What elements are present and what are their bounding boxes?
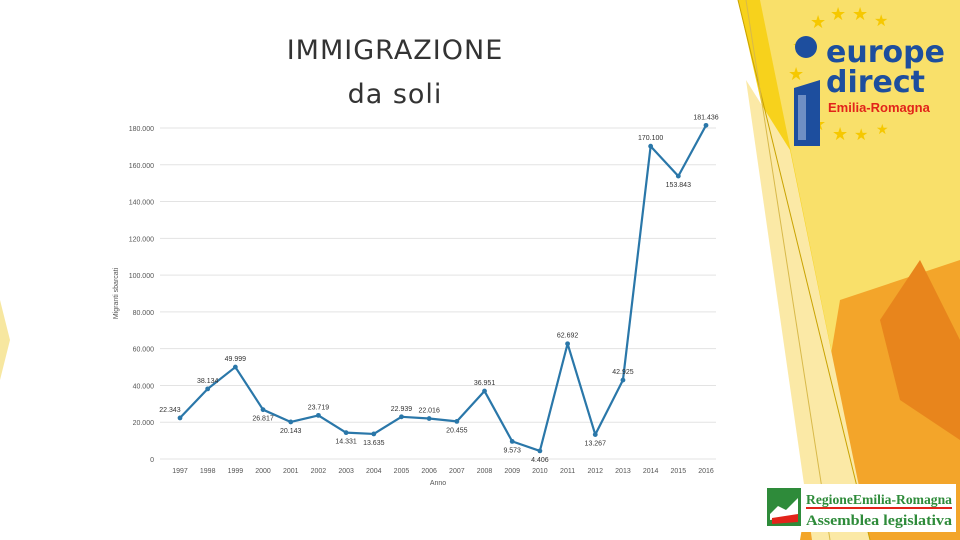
y-tick-label: 120.000 [129,236,154,243]
data-label: 22.939 [391,406,413,413]
data-point [648,143,654,149]
data-point [288,419,294,425]
x-tick-label: 2000 [255,468,271,475]
data-label: 22.343 [159,407,181,414]
svg-text:★: ★ [852,4,868,25]
deco-left-sliver [0,300,10,380]
emilia-romagna-word: Emilia-Romagna [828,100,931,115]
x-axis-label: Anno [430,480,446,487]
data-label: 13.635 [363,440,385,447]
x-tick-label: 2016 [698,468,714,475]
data-point [565,341,570,347]
data-label: 14.331 [335,439,357,446]
data-point [592,432,598,438]
europe-word: europe [826,35,945,70]
y-tick-label: 60.000 [133,347,155,354]
data-label: 9.573 [503,447,521,454]
data-label: 13.267 [585,441,607,448]
data-point [260,407,266,413]
data-point [482,388,487,394]
x-tick-label: 2010 [532,468,548,475]
region-map-icon [767,488,801,526]
y-tick-label: 20.000 [133,420,155,427]
x-tick-label: 2014 [643,468,659,475]
data-label: 62.692 [557,333,579,340]
svg-text:★: ★ [854,125,868,144]
svg-text:★: ★ [830,4,846,25]
x-tick-label: 1998 [200,468,216,475]
logo-divider [806,507,952,509]
svg-text:★: ★ [876,122,889,138]
x-tick-label: 2009 [504,468,520,475]
data-point [426,416,432,421]
line-chart: 0 20.000 40.000 60.000 80.000 100.000 120.000 1… [113,114,719,487]
x-tick-label: 1999 [228,468,244,475]
y-tick-label: 0 [150,457,154,464]
data-label: 49.999 [225,356,247,363]
svg-text:★: ★ [810,12,826,33]
data-label: 170.100 [638,135,663,142]
data-label: 22.016 [418,408,440,415]
data-label: 26.817 [252,416,274,423]
regione-emilia-romagna-logo: RegioneEmilia-Romagna Assemblea legislat… [764,484,956,532]
direct-word: direct [826,65,925,100]
x-tick-label: 2013 [615,468,631,475]
y-axis-label: Migranti sbarcati [113,267,120,319]
data-point [454,418,460,424]
x-tick-label: 2002 [311,468,327,475]
x-tick-label: 2004 [366,468,382,475]
data-point [620,377,626,383]
data-label: 38.134 [197,378,219,385]
data-label: 4.406 [531,457,549,464]
y-tick-label: 80.000 [133,310,155,317]
data-point [703,122,709,128]
data-point [399,414,404,420]
eu-flag-figure-icon [794,36,820,146]
data-point [371,431,377,437]
data-label: 181.436 [693,114,718,121]
data-label: 20.143 [280,428,302,435]
x-tick-label: 2011 [560,468,575,475]
x-tick-label: 2001 [283,468,299,475]
data-point [509,438,515,444]
svg-text:★: ★ [874,11,888,30]
y-tick-label: 180.000 [129,126,154,133]
svg-text:★: ★ [788,64,804,85]
deco-dark-orange-band [880,260,960,440]
x-tick-label: 1997 [172,468,188,475]
x-tick-label: 2007 [449,468,465,475]
data-label: 20.455 [446,427,468,434]
data-point [205,386,211,392]
deco-pale-band [746,80,870,540]
data-label: 153.843 [666,182,691,189]
x-tick-label: 2008 [477,468,493,475]
y-tick-label: 140.000 [129,200,154,207]
series-line [179,124,707,452]
slide-title-line2: da soli [347,79,443,110]
europe-direct-logo: ★ ★ ★ ★ ★ ★ ★ ★ ★ ★ europe direct Emilia… [788,4,945,146]
data-point [537,448,543,454]
regione-name: RegioneEmilia-Romagna [806,493,952,508]
data-point [232,364,238,370]
assemblea-name: Assemblea legislativa [806,513,953,529]
data-point [343,430,349,436]
y-tick-label: 100.000 [129,273,154,280]
y-tick-label: 40.000 [133,383,155,390]
svg-text:★: ★ [832,124,848,145]
x-tick-label: 2003 [338,468,354,475]
x-tick-label: 2006 [421,468,437,475]
data-point [675,173,681,179]
x-tick-label: 2012 [587,468,603,475]
data-label: 36.951 [474,380,496,387]
data-label: 42.925 [612,369,634,376]
deco-line-2 [745,0,831,540]
data-point [316,412,321,418]
slide-title-line1: IMMIGRAZIONE [286,35,504,66]
x-tick-label: 2005 [394,468,410,475]
data-label: 23.719 [308,404,330,411]
data-point [177,415,183,421]
x-tick-label: 2015 [671,468,687,475]
y-tick-label: 160.000 [129,163,154,170]
